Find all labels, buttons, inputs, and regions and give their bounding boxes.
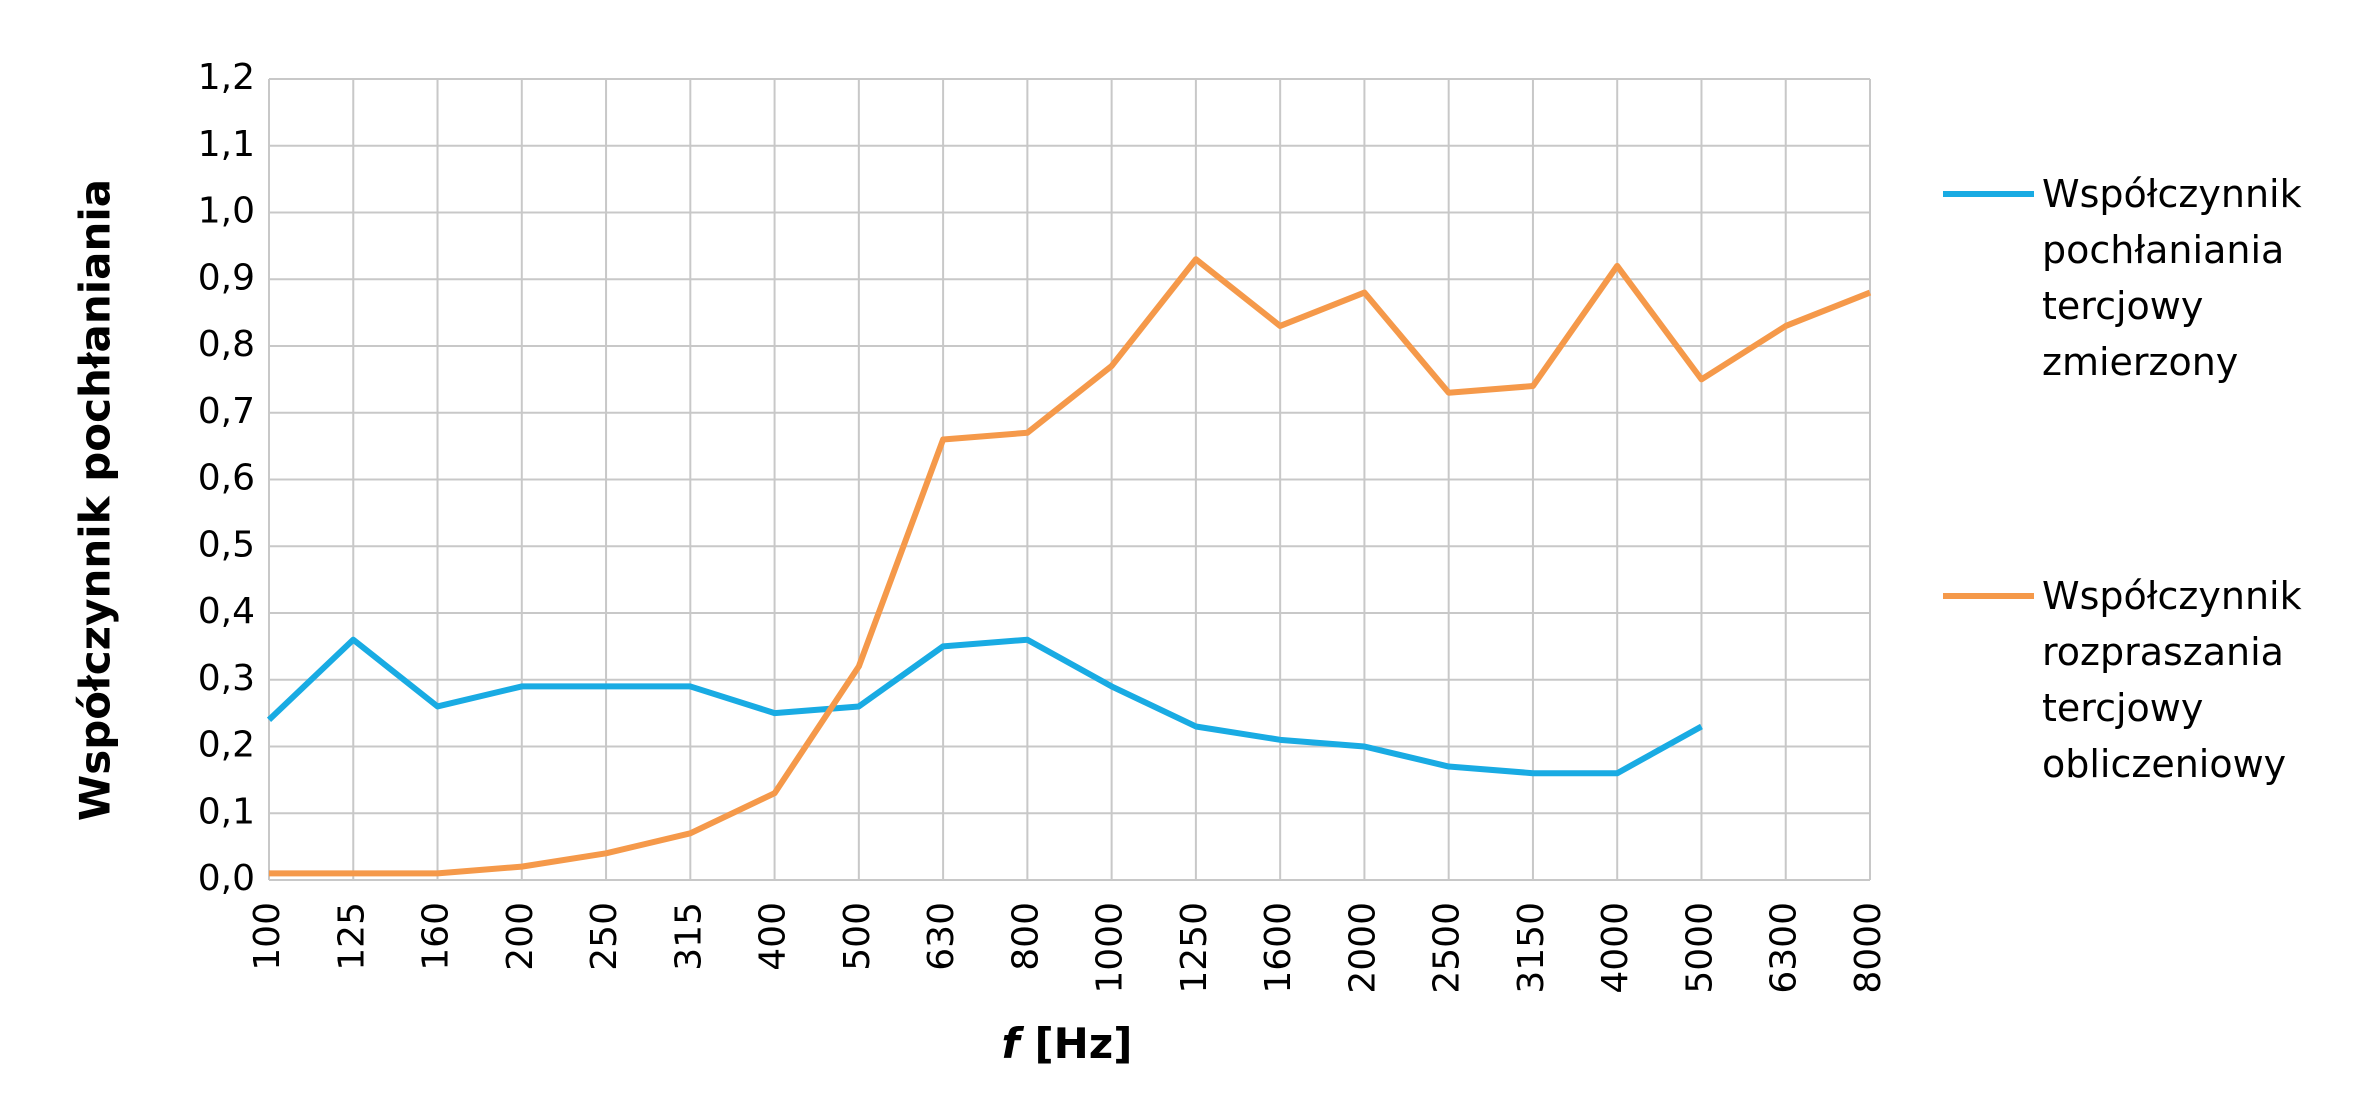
legend-label: Współczynnik rozpraszania tercjowy oblic…	[2042, 574, 2302, 786]
x-tick-label: 3150	[1511, 902, 1552, 994]
legend-label: Współczynnik pochłaniania tercjowy zmier…	[2042, 172, 2302, 384]
x-tick-label: 100	[247, 902, 288, 971]
y-tick-label: 0,8	[198, 324, 255, 365]
x-tick-label: 315	[668, 902, 709, 971]
x-tick-label: 6300	[1764, 902, 1805, 994]
x-tick-label: 5000	[1679, 902, 1720, 994]
y-tick-label: 0,2	[198, 725, 255, 766]
x-axis-symbol: f	[1002, 1019, 1025, 1068]
x-tick-label: 400	[753, 902, 794, 971]
x-tick-label: 160	[416, 902, 457, 971]
x-tick-label: 630	[921, 902, 962, 971]
x-tick-label: 2000	[1342, 902, 1383, 994]
x-tick-label: 500	[837, 902, 878, 971]
y-tick-label: 0,7	[198, 391, 255, 432]
x-tick-label: 4000	[1595, 902, 1636, 994]
y-tick-label: 0,1	[198, 791, 255, 832]
x-tick-label: 200	[500, 902, 541, 971]
x-tick-label: 1000	[1090, 902, 1131, 994]
x-tick-label: 8000	[1848, 902, 1889, 994]
y-axis-label: Współczynnik pochłaniania	[71, 179, 120, 821]
y-tick-label: 1,0	[198, 191, 255, 232]
x-tick-label: 2500	[1427, 902, 1468, 994]
y-tick-label: 1,1	[198, 124, 255, 165]
series-line	[266, 636, 1703, 777]
y-tick-label: 0,6	[198, 458, 255, 499]
x-tick-label: 800	[1005, 902, 1046, 971]
x-axis-label: f [Hz]	[1002, 1019, 1133, 1068]
x-tick-label: 1600	[1258, 902, 1299, 994]
y-tick-label: 0,9	[198, 257, 255, 298]
y-tick-label: 0,4	[198, 591, 255, 632]
y-tick-label: 1,2	[198, 57, 255, 98]
y-tick-label: 0,5	[198, 524, 255, 565]
x-tick-label: 125	[331, 902, 372, 971]
y-tick-label: 0,3	[198, 658, 255, 699]
x-tick-label: 250	[584, 902, 625, 971]
series-line	[269, 256, 1872, 877]
x-tick-label: 1250	[1174, 902, 1215, 994]
x-axis-unit: [Hz]	[1034, 1019, 1132, 1068]
y-tick-label: 0,0	[198, 858, 255, 899]
